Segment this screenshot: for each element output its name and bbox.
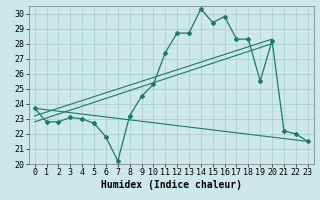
X-axis label: Humidex (Indice chaleur): Humidex (Indice chaleur) xyxy=(101,180,242,190)
